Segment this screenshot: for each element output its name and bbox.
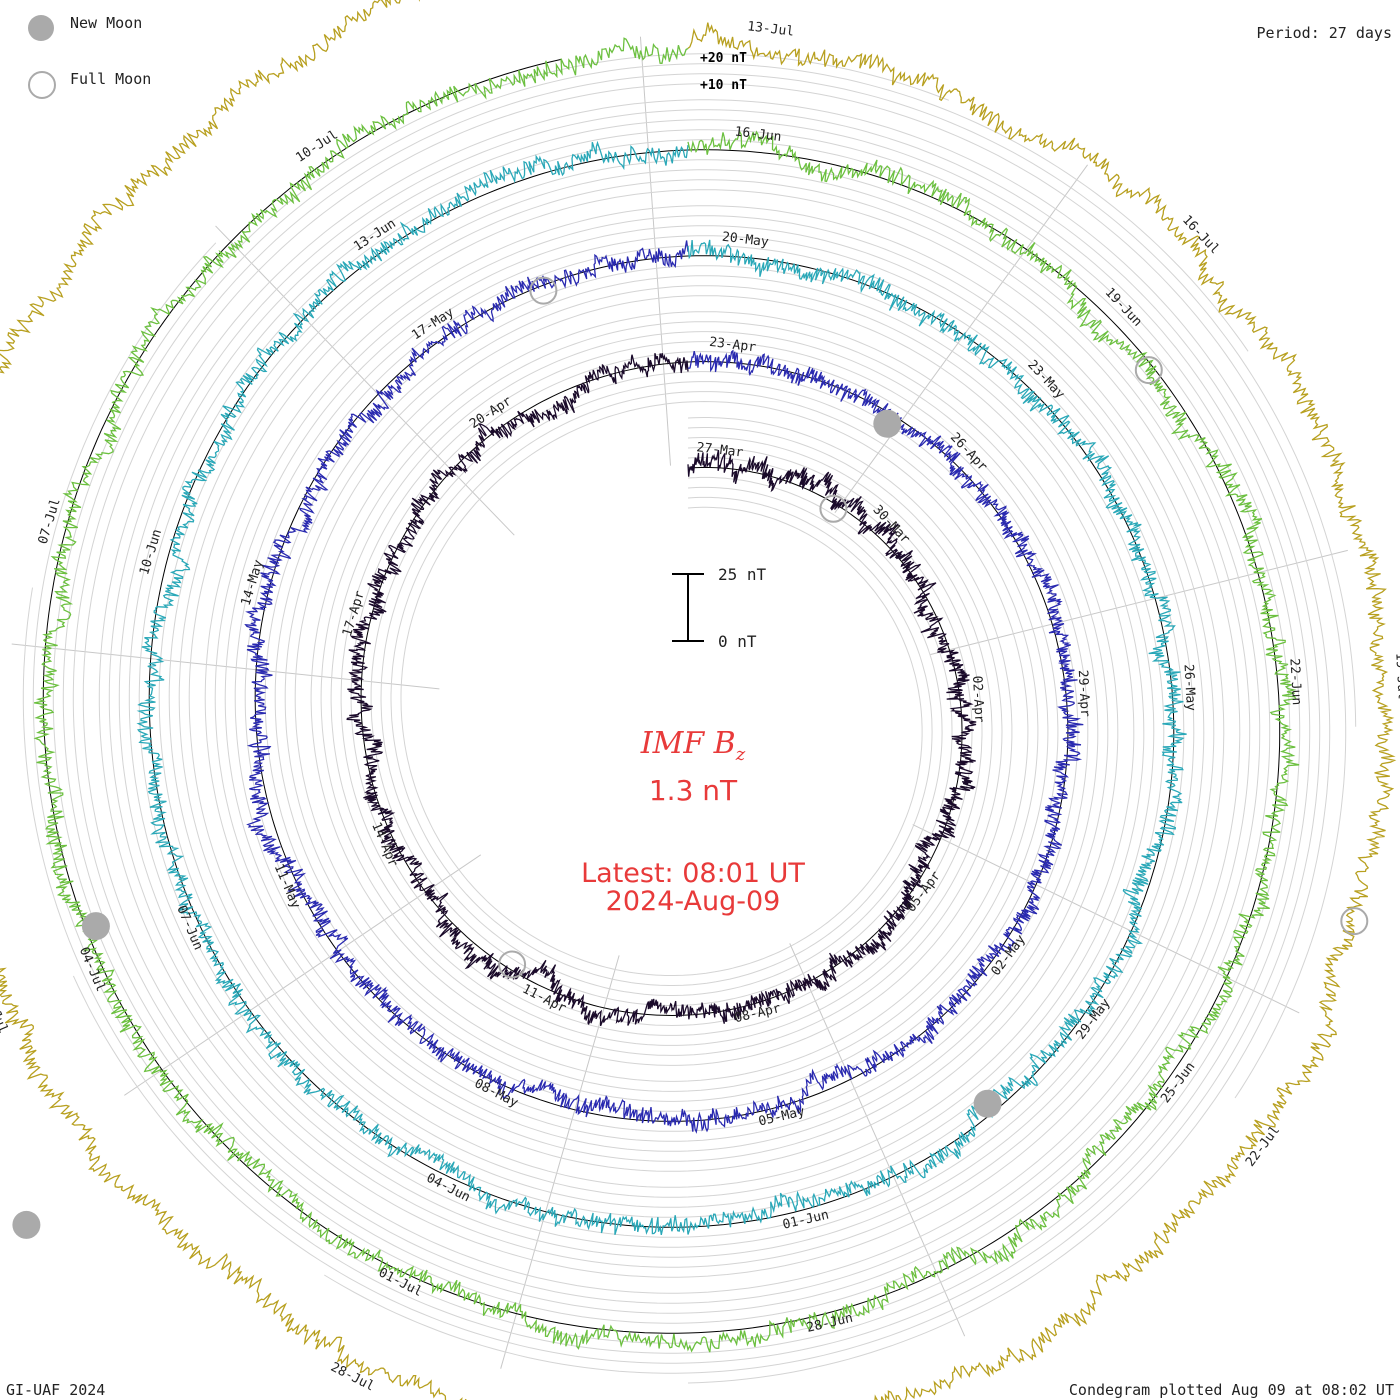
spoke-line xyxy=(930,549,1348,655)
series-line xyxy=(136,140,1187,1236)
chart-title: IMF Bz xyxy=(0,726,1386,765)
scale-label-20: +20 nT xyxy=(700,51,747,66)
spoke-line xyxy=(215,225,515,536)
new-moon-marker xyxy=(12,1210,41,1239)
footer-credit: GI-UAF 2024 xyxy=(6,1381,106,1399)
date-label: 17-Apr xyxy=(340,589,368,638)
date-label: 19-Jul xyxy=(1392,652,1400,700)
date-label: 07-Jul xyxy=(36,497,64,546)
spoke-line xyxy=(912,824,1300,1014)
scale-bottom-label: 0 nT xyxy=(718,632,757,651)
latest-time: Latest: 08:01 UT xyxy=(581,858,805,889)
current-value: 1.3 nT xyxy=(648,774,738,807)
date-label: 27-Mar xyxy=(696,440,745,461)
date-label: 01-Jun xyxy=(781,1207,830,1232)
full-moon-marker xyxy=(529,276,558,305)
date-label: 14-May xyxy=(239,558,267,607)
date-label: 29-Apr xyxy=(1075,670,1093,718)
date-label: 23-Apr xyxy=(708,335,757,356)
full-moon-marker xyxy=(1340,907,1369,936)
date-label: 20-May xyxy=(721,230,770,251)
date-label: 10-Jul xyxy=(293,127,341,165)
latest-timestamp: Latest: 08:01 UT 2024-Aug-09 xyxy=(0,860,1386,916)
date-label: 19-Jun xyxy=(1102,285,1145,330)
period-label: Period: 27 days xyxy=(1256,24,1392,42)
spoke-line xyxy=(834,164,1088,514)
grid-ring xyxy=(72,119,1311,1364)
footer-plotted: Condegram plotted Aug 09 at 08:02 UT xyxy=(1068,1381,1394,1399)
date-labels: 27-Mar30-Mar02-Apr05-Apr08-Apr11-Apr14-A… xyxy=(0,19,1400,1395)
grid-ring xyxy=(98,99,1331,1384)
date-label: 10-Jun xyxy=(137,528,165,577)
new-moon-icon xyxy=(28,15,54,41)
chart-title-subscript: z xyxy=(735,744,746,765)
spoke-line xyxy=(500,955,620,1369)
date-label: 02-Apr xyxy=(969,675,987,723)
spoke-line xyxy=(11,643,440,690)
scale-top-label: 25 nT xyxy=(718,565,767,584)
scale-label-10: +10 nT xyxy=(700,78,747,93)
grid-ring xyxy=(62,63,1261,1314)
grid-ring xyxy=(22,129,1301,1354)
baseline-spiral xyxy=(42,59,1281,1334)
series-line xyxy=(33,37,1300,1353)
date-label: 20-Apr xyxy=(467,394,515,432)
scale-bar: 25 nT 0 nT xyxy=(672,565,767,651)
date-label: 13-Jul xyxy=(746,19,794,40)
full-moon-icon xyxy=(28,71,56,99)
new-moon-marker xyxy=(973,1089,1002,1118)
date-label: 22-Jul xyxy=(1243,1123,1283,1170)
grid-ring xyxy=(108,109,1321,1374)
date-label: 17-May xyxy=(409,305,457,343)
chart-title-text: IMF B xyxy=(640,726,736,761)
date-label: 16-Jun xyxy=(734,124,782,145)
grid-ring xyxy=(32,139,1291,1344)
date-label: 22-Jun xyxy=(1286,658,1304,706)
grid-ring xyxy=(82,83,1347,1294)
full-moon-marker xyxy=(498,950,527,979)
latest-date: 2024-Aug-09 xyxy=(605,886,781,917)
full-moon-marker xyxy=(819,494,848,523)
date-label: 28-Jul xyxy=(328,1360,377,1395)
date-label: 28-Jun xyxy=(805,1311,854,1336)
grid-ring xyxy=(72,73,1357,1304)
series-line xyxy=(346,353,977,1027)
new-moon-marker xyxy=(873,409,902,438)
date-label: 26-May xyxy=(1181,664,1199,712)
full-moon-label: Full Moon xyxy=(70,70,152,88)
spoke-line xyxy=(124,854,482,1096)
new-moon-marker xyxy=(81,912,110,941)
moon-markers xyxy=(12,276,1369,1239)
new-moon-label: New Moon xyxy=(70,14,143,32)
full-moon-marker xyxy=(1134,356,1163,385)
series-line xyxy=(244,240,1084,1134)
date-label: 16-Jul xyxy=(1179,213,1222,258)
